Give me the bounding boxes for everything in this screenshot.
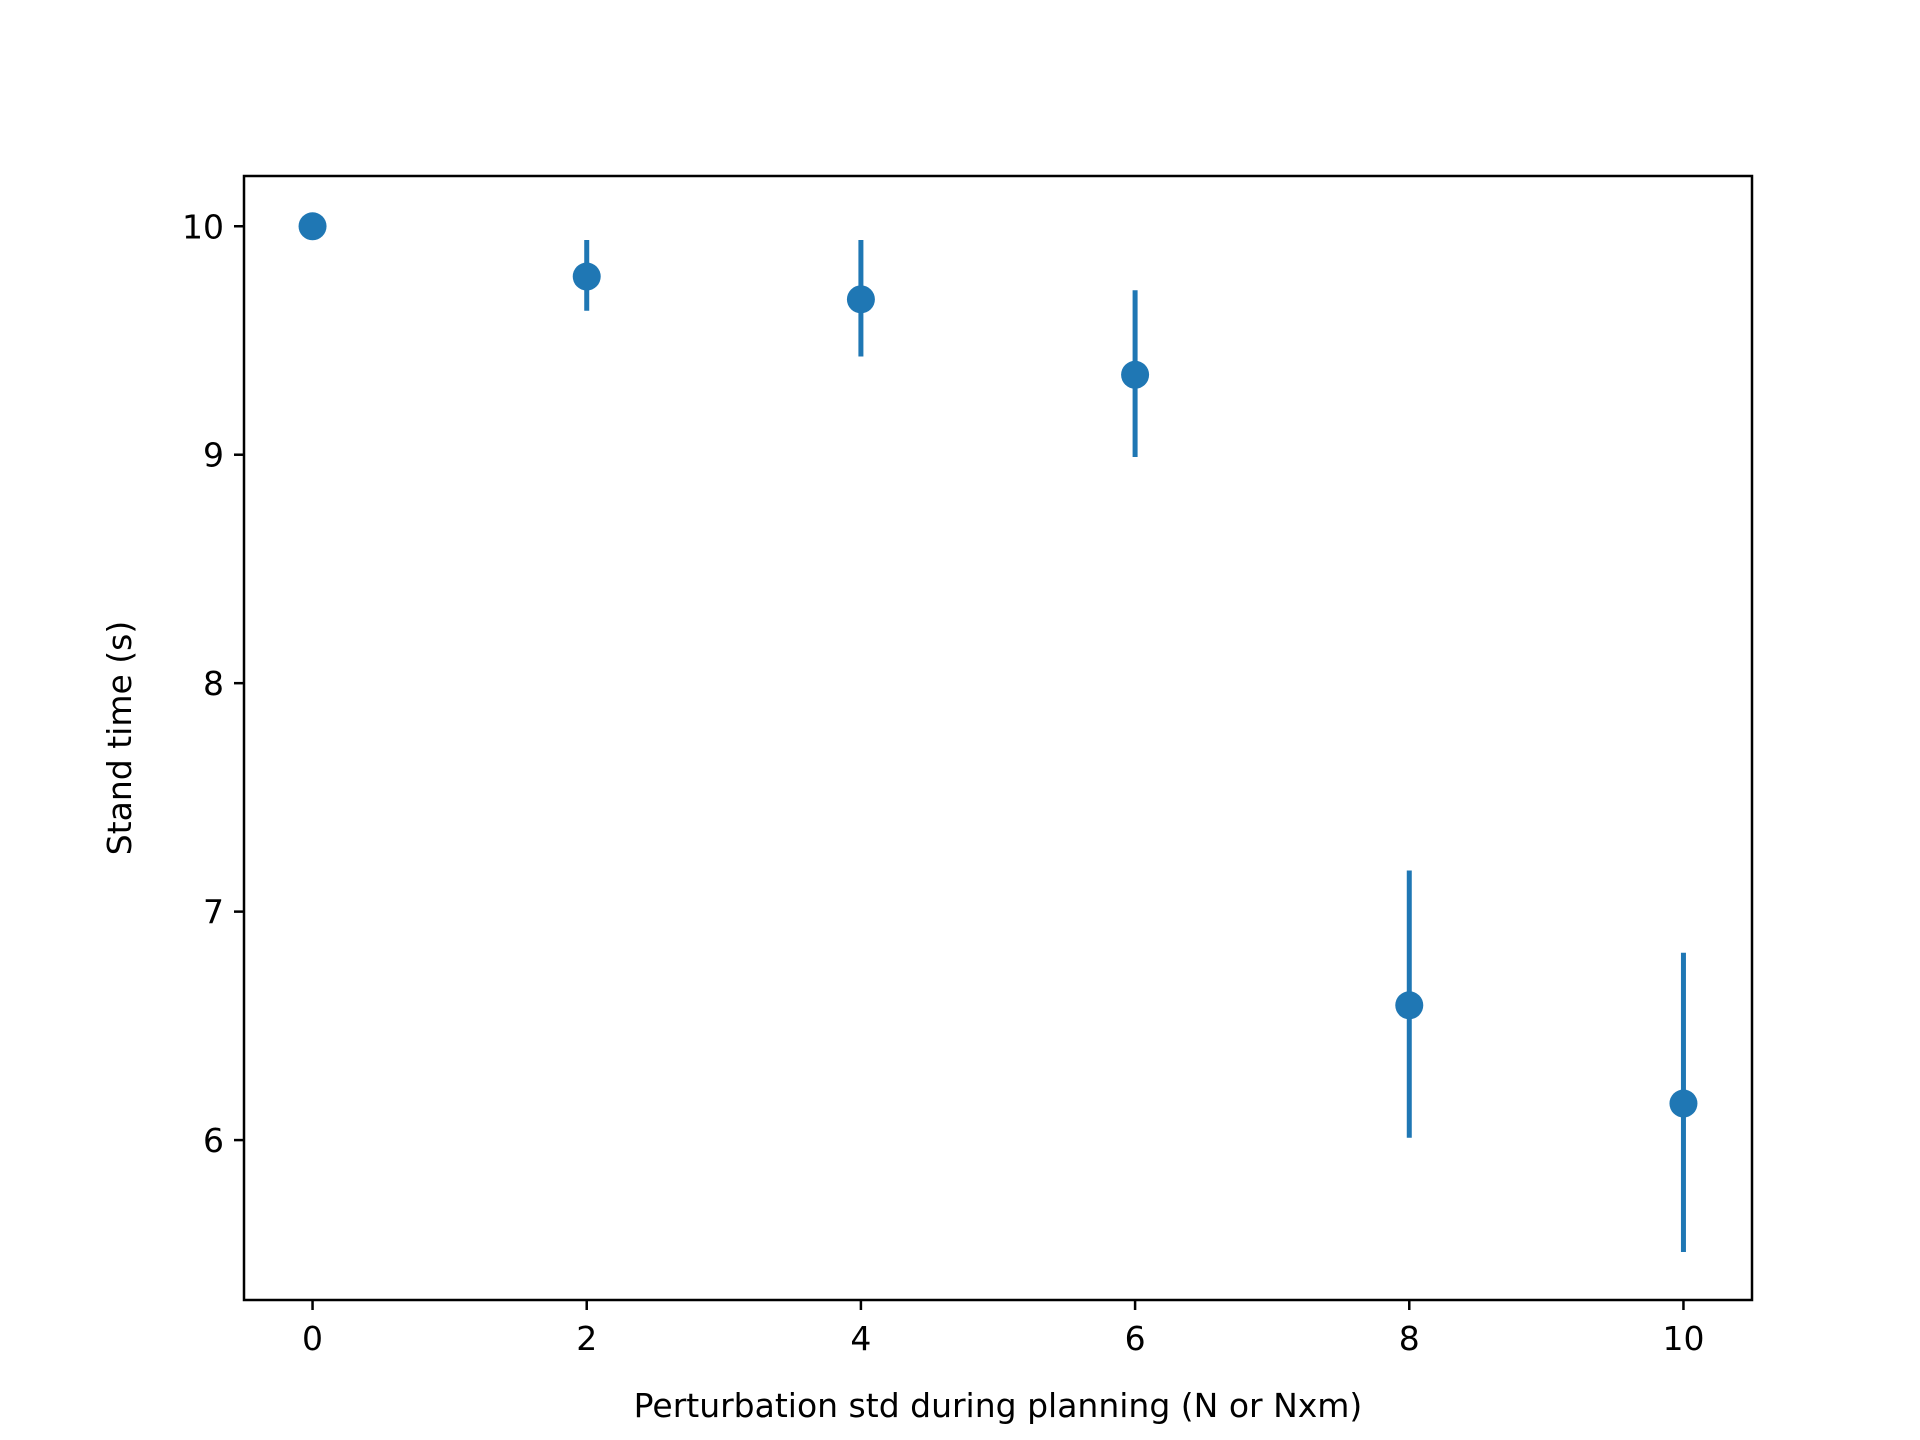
x-tick-label: 8	[1399, 1319, 1420, 1358]
data-point	[846, 285, 875, 314]
y-axis-label: Stand time (s)	[100, 621, 139, 855]
chart-marks	[298, 212, 1698, 1253]
data-point	[572, 262, 601, 291]
x-tick-label: 10	[1662, 1319, 1704, 1358]
plot-frame	[242, 174, 1754, 1302]
x-tick-label: 4	[850, 1319, 871, 1358]
y-tick-label: 7	[203, 893, 224, 932]
x-axis-label: Perturbation std during planning (N or N…	[634, 1386, 1363, 1425]
x-tick-label: 6	[1125, 1319, 1146, 1358]
x-tick-label: 2	[576, 1319, 597, 1358]
y-tick-label: 9	[203, 436, 224, 475]
y-tick-label: 6	[203, 1121, 224, 1160]
y-tick-label: 8	[203, 664, 224, 703]
x-tick-label: 0	[302, 1319, 323, 1358]
y-tick-label: 10	[182, 207, 224, 246]
y-axis-ticks: 6 7 8 9 10	[182, 207, 244, 1160]
data-point	[1395, 991, 1424, 1020]
x-axis-ticks: 0 2 4 6 8 10	[302, 1300, 1704, 1358]
data-point	[1669, 1089, 1698, 1118]
data-point	[298, 212, 327, 241]
data-point	[1121, 360, 1150, 389]
